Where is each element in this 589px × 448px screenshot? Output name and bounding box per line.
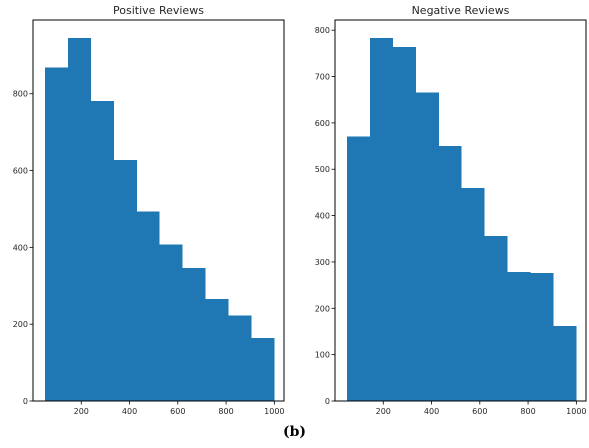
x-tick-label: 1000 xyxy=(264,407,284,416)
y-tick-label: 700 xyxy=(315,73,330,82)
histogram-bar xyxy=(205,299,229,401)
histogram-bar xyxy=(228,315,252,401)
histogram-bar xyxy=(507,272,531,401)
x-tick-label: 800 xyxy=(520,407,535,416)
positive-reviews-panel: Positive Reviews 0 200 400 600 800 200 400 600 8… xyxy=(13,4,285,416)
x-tick-label: 400 xyxy=(122,407,137,416)
histogram-bar xyxy=(113,159,137,401)
y-tick-label: 800 xyxy=(13,90,28,99)
histogram-bar xyxy=(392,46,416,402)
histogram-bar xyxy=(369,38,393,402)
histogram-bars xyxy=(45,38,275,402)
y-tick-label: 500 xyxy=(315,165,330,174)
histogram-bar xyxy=(251,338,275,401)
y-tick-label: 200 xyxy=(13,320,28,329)
y-tick-label: 300 xyxy=(315,258,330,267)
axes: 0 100 200 300 400 500 600 700 800 200 400 600 800 100… xyxy=(315,19,587,416)
histogram-bar xyxy=(347,136,370,401)
histogram-bar xyxy=(90,101,114,402)
y-tick-label: 0 xyxy=(325,397,330,406)
histogram-bar xyxy=(182,268,206,401)
histogram-bar xyxy=(136,211,160,401)
y-tick-label: 800 xyxy=(315,26,330,35)
x-tick-label: 600 xyxy=(472,407,487,416)
histogram-bar xyxy=(438,146,462,401)
y-tick-label: 600 xyxy=(13,167,28,176)
x-tick-label: 400 xyxy=(424,407,439,416)
y-tick-label: 400 xyxy=(315,212,330,221)
x-tick-label: 200 xyxy=(74,407,89,416)
y-tick-label: 0 xyxy=(23,397,28,406)
x-tick-label: 200 xyxy=(376,407,391,416)
histogram-bar xyxy=(415,92,439,401)
y-tick-label: 400 xyxy=(13,243,28,252)
histogram-bar xyxy=(159,244,183,401)
x-tick-label: 600 xyxy=(170,407,185,416)
plot-frame xyxy=(334,19,587,402)
histogram-bar xyxy=(45,67,68,401)
histogram-bar xyxy=(553,325,577,401)
x-tick-label: 1000 xyxy=(566,407,586,416)
plot-frame xyxy=(32,19,285,402)
histogram-bar xyxy=(484,235,508,401)
axes: 0 200 400 600 800 200 400 600 800 1000 xyxy=(13,19,285,416)
chart-title: Positive Reviews xyxy=(113,4,204,17)
histogram-bar xyxy=(461,187,485,401)
figure-caption: (b) xyxy=(282,424,307,440)
histogram-bar xyxy=(67,38,91,401)
y-tick-label: 100 xyxy=(315,351,330,360)
y-tick-label: 200 xyxy=(315,304,330,313)
y-tick-label: 600 xyxy=(315,119,330,128)
histogram-bar xyxy=(530,273,554,401)
histogram-bars xyxy=(347,38,577,402)
chart-title: Negative Reviews xyxy=(412,4,510,17)
negative-reviews-panel: Negative Reviews 0 100 200 300 400 500 600 700 8… xyxy=(315,4,587,416)
figure: Positive Reviews 0 200 400 600 800 200 400 600 8… xyxy=(13,4,587,416)
x-tick-label: 800 xyxy=(218,407,233,416)
